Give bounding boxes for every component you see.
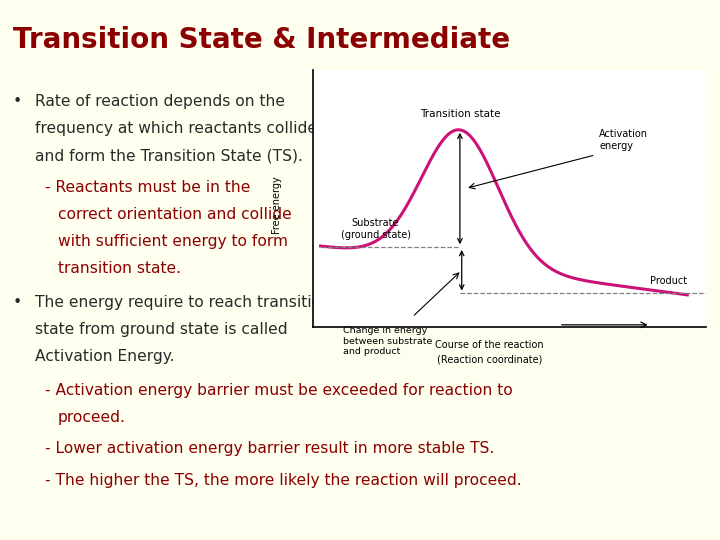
Text: state from ground state is called: state from ground state is called	[35, 322, 287, 337]
Text: The energy require to reach transition: The energy require to reach transition	[35, 295, 330, 310]
Text: Rate of reaction depends on the: Rate of reaction depends on the	[35, 94, 284, 109]
Text: Substrate
(ground state): Substrate (ground state)	[341, 218, 410, 240]
Text: - Activation energy barrier must be exceeded for reaction to: - Activation energy barrier must be exce…	[45, 382, 513, 397]
Text: frequency at which reactants collide: frequency at which reactants collide	[35, 121, 317, 136]
Text: - The higher the TS, the more likely the reaction will proceed.: - The higher the TS, the more likely the…	[45, 473, 522, 488]
Text: Change in energy
between substrate
and product: Change in energy between substrate and p…	[343, 327, 432, 356]
Text: Activation Energy.: Activation Energy.	[35, 349, 174, 364]
Text: Transition state: Transition state	[420, 109, 500, 119]
Text: Product: Product	[650, 276, 688, 286]
Text: with sufficient energy to form: with sufficient energy to form	[58, 234, 287, 249]
Text: proceed.: proceed.	[58, 410, 125, 424]
Text: - Reactants must be in the: - Reactants must be in the	[45, 180, 251, 195]
Text: correct orientation and collide: correct orientation and collide	[58, 207, 292, 222]
Text: •: •	[13, 295, 22, 310]
Text: transition state.: transition state.	[58, 261, 181, 276]
Text: Transition State & Intermediate: Transition State & Intermediate	[13, 26, 510, 54]
Text: (Reaction coordinate): (Reaction coordinate)	[437, 355, 542, 365]
Text: •: •	[13, 94, 22, 109]
Text: Activation
energy: Activation energy	[599, 130, 648, 151]
Text: - Lower activation energy barrier result in more stable TS.: - Lower activation energy barrier result…	[45, 441, 495, 456]
Text: Free energy: Free energy	[271, 176, 282, 234]
Text: Course of the reaction: Course of the reaction	[436, 340, 544, 350]
Text: and form the Transition State (TS).: and form the Transition State (TS).	[35, 148, 302, 163]
